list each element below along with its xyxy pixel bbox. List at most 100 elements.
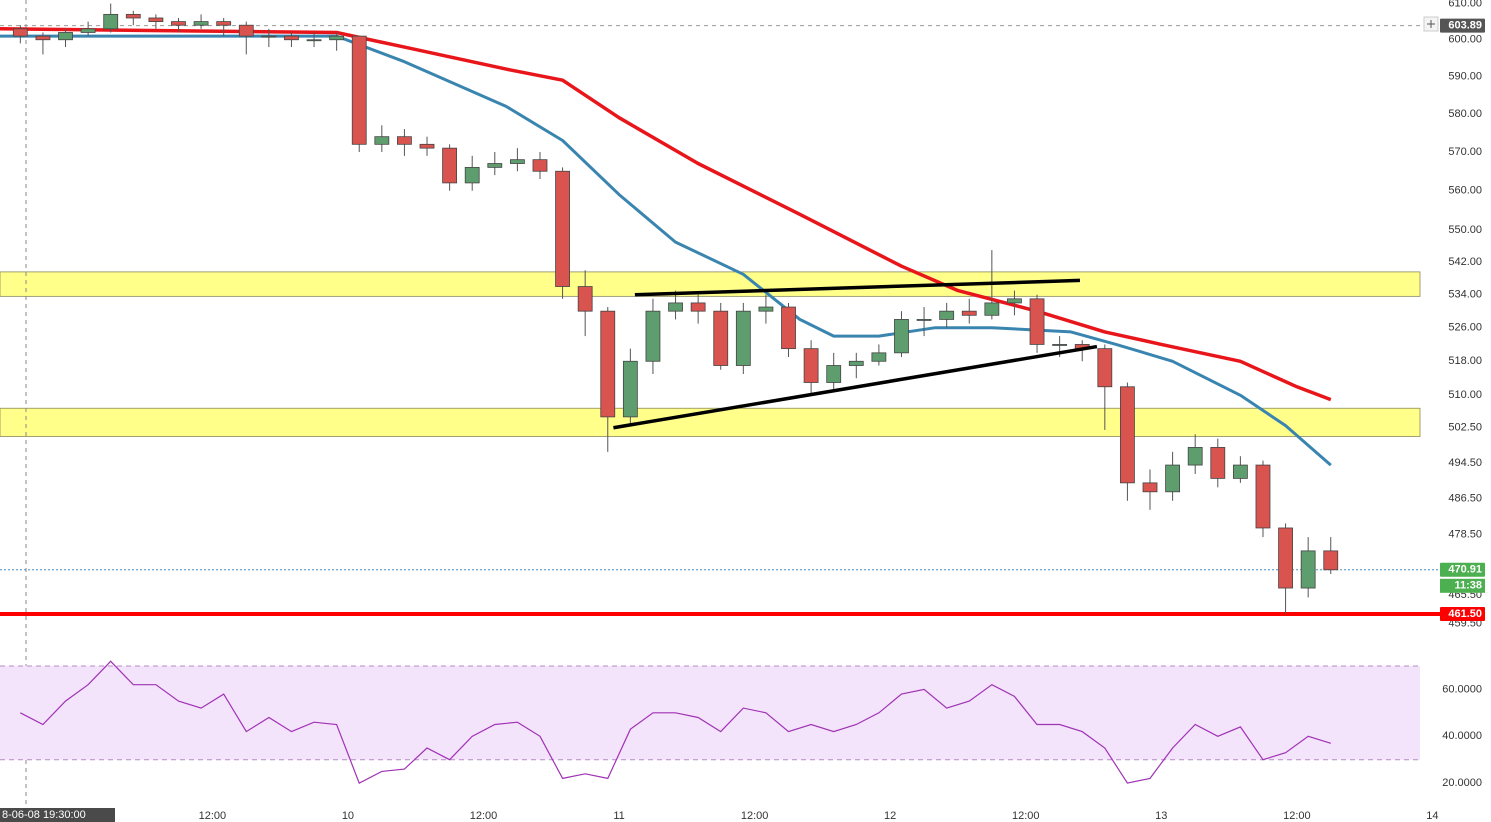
candle-body <box>80 28 96 33</box>
trendline <box>634 278 1081 297</box>
candle-body <box>826 365 842 383</box>
y-tick-label: 510.00 <box>1448 389 1482 401</box>
candle-body <box>419 143 435 149</box>
price-label-box <box>1440 606 1485 621</box>
candle-body <box>758 306 774 312</box>
candle-body <box>781 306 796 350</box>
price-label-box <box>1440 18 1485 33</box>
candle-body <box>125 13 141 19</box>
candle-body <box>306 39 322 42</box>
candle-body <box>58 32 73 41</box>
candle-body <box>351 35 367 145</box>
candle-body <box>261 35 277 38</box>
x-tick-label: 12:00 <box>1012 810 1040 822</box>
trendline <box>613 344 1098 430</box>
candle-body <box>1300 550 1316 589</box>
candle-body <box>735 310 751 366</box>
y-tick-label: 590.00 <box>1448 70 1482 82</box>
candle-body <box>1120 386 1135 484</box>
candle-body <box>1210 447 1226 479</box>
candle-body <box>216 21 232 26</box>
candle-body <box>1097 348 1113 388</box>
candle-body <box>238 24 254 37</box>
candle-body <box>103 13 119 30</box>
candle-body <box>600 310 616 418</box>
x-tick-label: 11 <box>613 810 624 822</box>
candle-body <box>961 310 977 316</box>
y-tick-label: 502.50 <box>1448 422 1482 434</box>
candle-body <box>1142 482 1158 493</box>
candle-body <box>532 159 548 172</box>
candle-body <box>645 310 661 362</box>
candle-body <box>1029 298 1045 345</box>
moving-average <box>0 27 1332 402</box>
y-tick-label: 534.00 <box>1448 289 1482 301</box>
candle-body <box>509 159 525 164</box>
y-tick-label: 518.00 <box>1448 355 1482 367</box>
x-tick-label: 13 <box>1155 810 1167 822</box>
y-tick-label: 600.00 <box>1448 34 1482 46</box>
candle-body <box>1255 464 1271 529</box>
candle-body <box>397 136 412 145</box>
y-tick-label: 486.50 <box>1448 492 1482 504</box>
candle-body <box>1187 447 1203 466</box>
candle-body <box>848 360 864 366</box>
candle-body <box>1323 550 1339 571</box>
candle-body <box>803 348 819 383</box>
countdown-box <box>1440 578 1485 593</box>
candle-body <box>1165 464 1181 493</box>
x-tick-label: 12 <box>884 810 896 822</box>
candle-body <box>193 21 209 26</box>
candle-body <box>916 319 932 321</box>
candle-body <box>894 319 909 354</box>
candle-body <box>984 302 1000 316</box>
crosshair-label-box <box>0 808 115 822</box>
price-label-box <box>1440 562 1485 577</box>
countdown: 11:38 <box>1454 580 1482 592</box>
candle-body <box>171 21 186 26</box>
y-tick-label: 494.50 <box>1448 457 1482 469</box>
rsi-line <box>20 660 1331 784</box>
y-tick-label: 550.00 <box>1448 224 1482 236</box>
x-tick-label: 12:00 <box>1283 810 1311 822</box>
candle-body <box>35 35 51 41</box>
rsi-band <box>0 665 1420 760</box>
crosshair-label: 8-06-08 19:30:00 <box>2 809 86 821</box>
moving-average <box>0 34 1332 467</box>
rsi-tick-label: 60.0000 <box>1442 683 1482 695</box>
x-tick-label: 12:00 <box>741 810 769 822</box>
candle-body <box>939 310 955 320</box>
candle-body <box>871 352 887 362</box>
candle-body <box>442 147 458 184</box>
add-button[interactable] <box>1423 16 1439 32</box>
candle-body <box>668 302 683 312</box>
y-tick-label: 560.00 <box>1448 185 1482 197</box>
candle-body <box>148 17 164 22</box>
candle-body <box>1052 344 1068 346</box>
y-tick-label: 526.00 <box>1448 322 1482 334</box>
price-label: 470.91 <box>1448 564 1482 576</box>
candle-body <box>622 360 638 418</box>
candle-body <box>284 35 299 41</box>
rsi-tick-label: 20.0000 <box>1442 777 1482 789</box>
candle-body <box>690 302 706 312</box>
candle-body <box>555 170 570 287</box>
candle-body <box>577 286 593 312</box>
main-layer <box>0 3 1339 784</box>
candle-body <box>374 136 390 145</box>
candle-body <box>12 28 28 37</box>
price-label: 603.89 <box>1448 20 1482 32</box>
y-tick-label: 570.00 <box>1448 146 1482 158</box>
candle-body <box>713 310 729 366</box>
y-tick-label: 610.00 <box>1448 0 1482 9</box>
rsi-tick-label: 40.0000 <box>1442 730 1482 742</box>
candle-body <box>329 35 345 41</box>
y-tick-label: 478.50 <box>1448 529 1482 541</box>
candle-body <box>1232 464 1248 479</box>
y-tick-label: 542.00 <box>1448 256 1482 268</box>
candle-body <box>487 163 503 168</box>
back-layer <box>0 0 1440 808</box>
x-tick-label: 10 <box>342 810 354 822</box>
